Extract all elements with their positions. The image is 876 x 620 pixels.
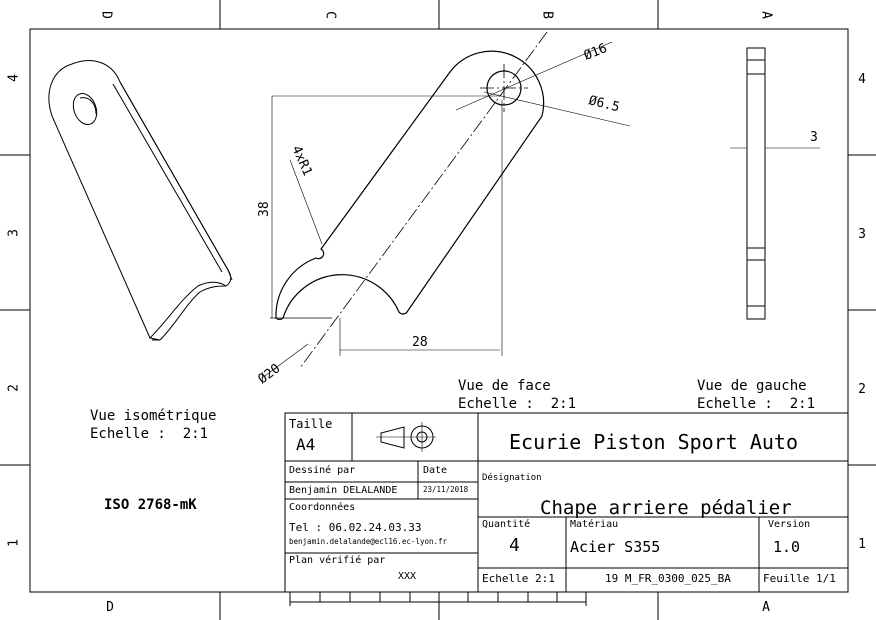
iso-view-scale: Echelle : 2:1 xyxy=(90,426,209,442)
dim-height: 38 xyxy=(257,201,272,217)
title-block xyxy=(284,412,849,593)
designation-value: Chape arriere pédalier xyxy=(540,497,792,519)
zone-col-bottom-4: A xyxy=(762,600,770,615)
zone-col-top-4: A xyxy=(759,11,774,19)
coords-label: Coordonnées xyxy=(289,502,356,513)
dim-d16: Ø16 xyxy=(582,41,609,64)
zone-col-bottom-1: D xyxy=(106,600,114,615)
dim-thickness: 3 xyxy=(810,130,818,145)
zone-row-right-3: 2 xyxy=(858,382,866,397)
front-view xyxy=(261,31,631,379)
checked-by-label: Plan vérifié par xyxy=(289,555,386,566)
front-view-title: Vue de face xyxy=(458,378,551,394)
left-view-title: Vue de gauche xyxy=(697,378,807,394)
taille-value: A4 xyxy=(296,435,316,454)
designation-label: Désignation xyxy=(482,473,542,483)
front-view-scale: Echelle : 2:1 xyxy=(458,396,577,412)
dim-radius: 4xR1 xyxy=(288,144,314,179)
date-label: Date xyxy=(423,465,448,476)
material-value: Acier S355 xyxy=(570,538,661,556)
taille-label: Taille xyxy=(289,417,333,431)
zone-col-top-3: B xyxy=(540,11,555,19)
zone-row-right-4: 1 xyxy=(858,537,866,552)
sheet-number: Feuille 1/1 xyxy=(763,572,836,585)
reference: 19 M_FR_0300_025_BA xyxy=(605,572,731,585)
company-name: Ecurie Piston Sport Auto xyxy=(509,430,798,454)
isometric-view xyxy=(48,60,233,341)
iso-view-title: Vue isométrique xyxy=(90,408,217,424)
left-view-scale: Echelle : 2:1 xyxy=(697,396,816,412)
zone-row-left-4: 1 xyxy=(7,539,22,547)
phone: Tel : 06.02.24.03.33 xyxy=(289,521,422,534)
zone-row-left-3: 2 xyxy=(7,384,22,392)
zone-row-left-1: 4 xyxy=(7,74,22,82)
zone-col-top-1: D xyxy=(99,11,114,19)
zone-row-right-2: 3 xyxy=(858,227,866,242)
dim-width: 28 xyxy=(412,335,428,350)
left-view xyxy=(730,47,820,320)
tolerance-note: ISO 2768-mK xyxy=(104,497,197,513)
email: benjamin.delalande@ecl16.ec-lyon.fr xyxy=(289,537,448,546)
scale-value: Echelle 2:1 xyxy=(482,572,555,585)
dim-d6-5: Ø6.5 xyxy=(587,93,621,115)
quantity-value: 4 xyxy=(509,535,520,556)
date-value: 23/11/2018 xyxy=(423,485,469,494)
drawn-by-label: Dessiné par xyxy=(289,465,356,476)
quantity-label: Quantité xyxy=(482,519,531,530)
drawn-by-value: Benjamin DELALANDE xyxy=(289,485,398,496)
material-label: Matériau xyxy=(570,519,619,530)
version-value: 1.0 xyxy=(773,538,801,556)
zone-col-top-2: C xyxy=(323,11,338,19)
zone-row-right-1: 4 xyxy=(858,72,866,87)
checked-by-value: XXX xyxy=(398,571,417,582)
zone-row-left-2: 3 xyxy=(7,229,22,237)
projection-symbol-icon xyxy=(376,422,436,452)
version-label: Version xyxy=(768,519,811,530)
